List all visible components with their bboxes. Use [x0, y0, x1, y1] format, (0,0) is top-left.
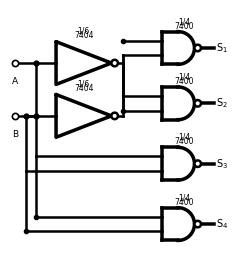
- Text: 1/4: 1/4: [178, 133, 190, 142]
- Text: S$_2$: S$_2$: [215, 96, 227, 110]
- Text: S$_3$: S$_3$: [215, 157, 227, 171]
- Circle shape: [194, 100, 200, 107]
- Text: 7400: 7400: [174, 198, 193, 207]
- Circle shape: [111, 60, 117, 66]
- Text: 7400: 7400: [174, 137, 193, 146]
- Circle shape: [111, 113, 117, 119]
- Text: 7400: 7400: [174, 22, 193, 31]
- Text: 7404: 7404: [74, 32, 93, 40]
- Text: 1/4: 1/4: [178, 72, 190, 81]
- Text: 1/6: 1/6: [77, 79, 89, 88]
- Circle shape: [194, 160, 200, 167]
- Text: 7400: 7400: [174, 77, 193, 86]
- Circle shape: [194, 221, 200, 227]
- Text: S$_1$: S$_1$: [215, 41, 227, 55]
- Text: 1/4: 1/4: [178, 193, 190, 202]
- Circle shape: [194, 45, 200, 51]
- Text: A: A: [12, 77, 18, 86]
- Text: B: B: [12, 130, 18, 139]
- Text: 7404: 7404: [74, 84, 93, 93]
- Text: 1/4: 1/4: [178, 17, 190, 26]
- Text: S$_4$: S$_4$: [215, 217, 228, 231]
- Text: 1/6: 1/6: [77, 26, 89, 35]
